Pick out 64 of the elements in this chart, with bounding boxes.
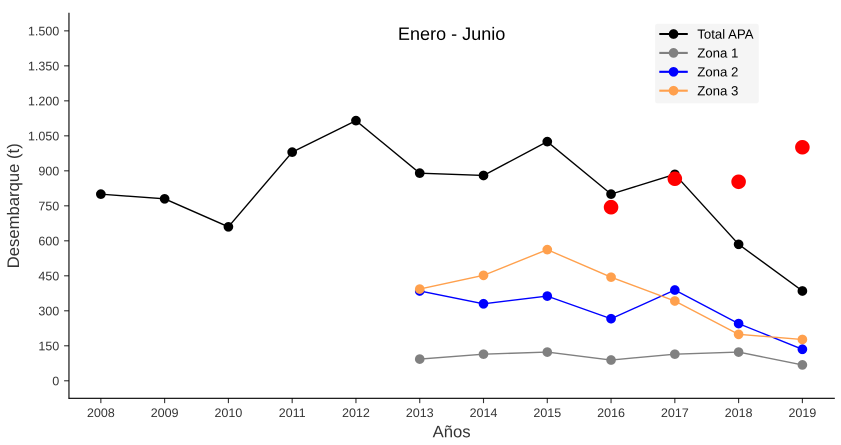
point [606,355,616,365]
point [160,194,170,204]
point [798,334,808,344]
y-tick-label: 1.500 [28,26,59,36]
y-tick-label: 600 [39,236,59,246]
legend-label: Zona 1 [698,48,738,58]
y-axis-title: Desembarque (t) [6,144,22,267]
y-tick-label: 750 [39,202,59,210]
point [670,285,680,295]
point [414,354,425,364]
x-tick-label: 2018 [725,408,752,418]
point [734,347,744,357]
x-tick-label: 2008 [88,408,114,418]
point [287,147,298,158]
point [96,189,106,200]
y-tick-label: 450 [38,272,59,280]
point [670,296,680,306]
point [798,286,808,296]
point [731,174,746,190]
x-tick-label: 2011 [279,408,306,418]
y-tick-label: 150 [39,342,59,350]
point [734,318,744,328]
legend-label: Total APA [698,29,754,39]
point [351,116,361,126]
point [734,239,744,250]
point [734,329,744,340]
point [478,170,488,180]
text: Enero - Junio [399,26,505,40]
x-tick-label: 2009 [151,408,178,418]
point [670,349,680,360]
point [414,168,425,178]
point [798,360,808,370]
point [542,244,552,255]
x-axis-title: Años [432,425,470,438]
y-tick-label: 0 [52,376,59,386]
point [542,136,552,147]
point [604,200,618,214]
y-tick-label: 1.050 [28,132,59,140]
point [606,189,616,200]
x-tick-label: 2019 [789,408,816,418]
x-tick-label: 2015 [534,408,561,418]
point [668,171,682,186]
x-tick-label: 2014 [470,408,498,418]
point [606,272,616,282]
point [798,344,808,354]
y-tick-label: 1.350 [28,62,59,70]
point [542,291,552,301]
y-tick-label: 1.200 [28,96,59,106]
x-tick-label: 2012 [342,408,370,418]
point [478,270,488,280]
point [478,349,488,360]
x-tick-label: 2017 [662,408,688,418]
point [478,298,488,309]
point [606,314,616,324]
x-tick-label: 2010 [215,408,242,418]
point [795,140,810,155]
legend-label: Zona 2 [698,67,738,77]
y-tick-label: 300 [38,306,59,316]
legend-label: Zona 3 [698,86,738,96]
point [542,347,552,357]
x-tick-label: 2016 [598,408,624,418]
x-tick-label: 2013 [406,408,434,418]
y-tick-label: 900 [38,166,59,176]
point [224,222,234,232]
